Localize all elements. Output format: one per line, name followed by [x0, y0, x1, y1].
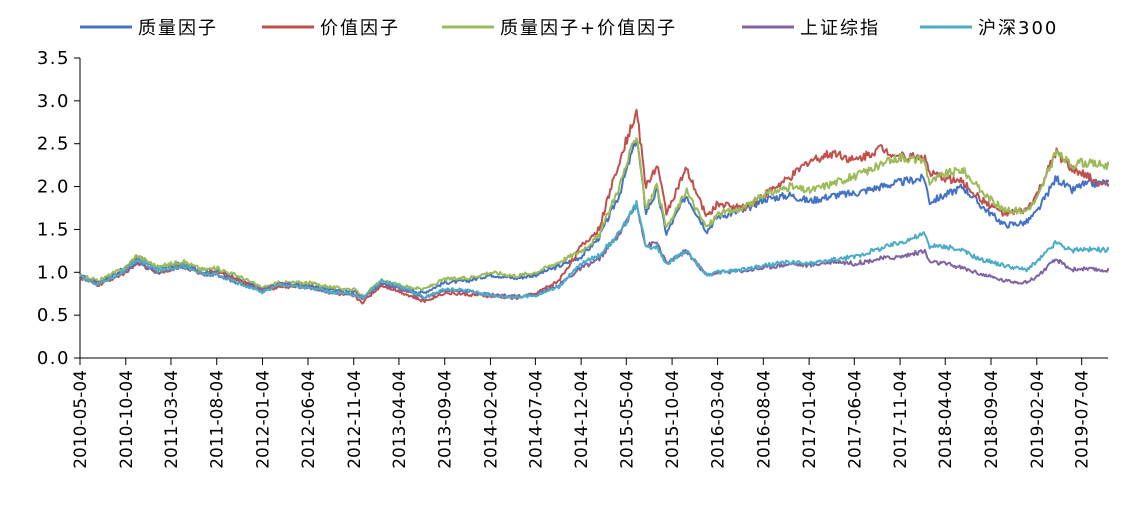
x-tick-label: 2014-12-04: [572, 370, 592, 469]
y-tick-label: 1.5: [37, 219, 70, 240]
series-layer: [79, 108, 1109, 305]
series-line-4: [80, 199, 1109, 300]
x-tick-label: 2012-11-04: [345, 370, 365, 469]
legend-label-4: 沪深300: [978, 18, 1058, 39]
x-tick-label: 2014-07-04: [526, 370, 546, 469]
x-tick-label: 2010-10-04: [117, 370, 137, 469]
legend-label-1: 价值因子: [320, 18, 400, 39]
y-tick-label: 0.5: [37, 305, 70, 326]
x-tick-label: 2011-08-04: [208, 370, 228, 469]
x-tick-label: 2015-05-04: [617, 370, 637, 469]
x-tick-label: 2014-02-04: [481, 370, 501, 469]
y-tick-label: 3.5: [37, 48, 70, 69]
series-line-3: [79, 202, 1109, 301]
x-tick-label: 2015-10-04: [663, 370, 683, 469]
x-tick-label: 2016-08-04: [754, 370, 774, 469]
y-tick-label: 3.0: [37, 91, 70, 112]
x-tick-label: 2019-02-04: [1028, 370, 1048, 469]
y-axis: 0.0 0.5 1.0 1.5 2.0 2.5 3.0 3.5: [37, 48, 81, 369]
series-line-0: [79, 139, 1109, 301]
legend: 质量因子 价值因子 质量因子+价值因子 上证综指 沪深300: [80, 18, 1058, 39]
x-tick-label: 2011-03-04: [162, 370, 182, 469]
x-axis: 2010-05-04 2010-10-04 2011-03-04 2011-08-04…: [71, 357, 1108, 469]
x-tick-label: 2013-09-04: [436, 370, 456, 469]
legend-label-2: 质量因子+价值因子: [500, 18, 677, 39]
x-tick-label: 2018-09-04: [982, 370, 1002, 469]
x-tick-label: 2010-05-04: [71, 370, 91, 469]
x-tick-label: 2016-03-04: [709, 370, 729, 469]
x-tick-label: 2018-04-04: [936, 370, 956, 469]
x-tick-label: 2017-11-04: [891, 370, 911, 469]
series-line-2: [79, 137, 1109, 298]
legend-label-0: 质量因子: [138, 18, 218, 39]
x-tick-label: 2012-06-04: [299, 370, 319, 469]
y-tick-label: 1.0: [37, 262, 70, 283]
x-tick-label: 2012-01-04: [254, 370, 274, 469]
legend-label-3: 上证综指: [800, 18, 880, 39]
x-tick-label: 2013-04-04: [390, 370, 410, 469]
x-tick-label: 2017-06-04: [845, 370, 865, 469]
y-tick-label: 2.0: [37, 177, 70, 198]
y-tick-label: 2.5: [37, 134, 70, 155]
x-tick-label: 2017-01-04: [800, 370, 820, 469]
x-tick-label: 2019-07-04: [1073, 370, 1093, 469]
y-tick-label: 0.0: [37, 348, 70, 369]
